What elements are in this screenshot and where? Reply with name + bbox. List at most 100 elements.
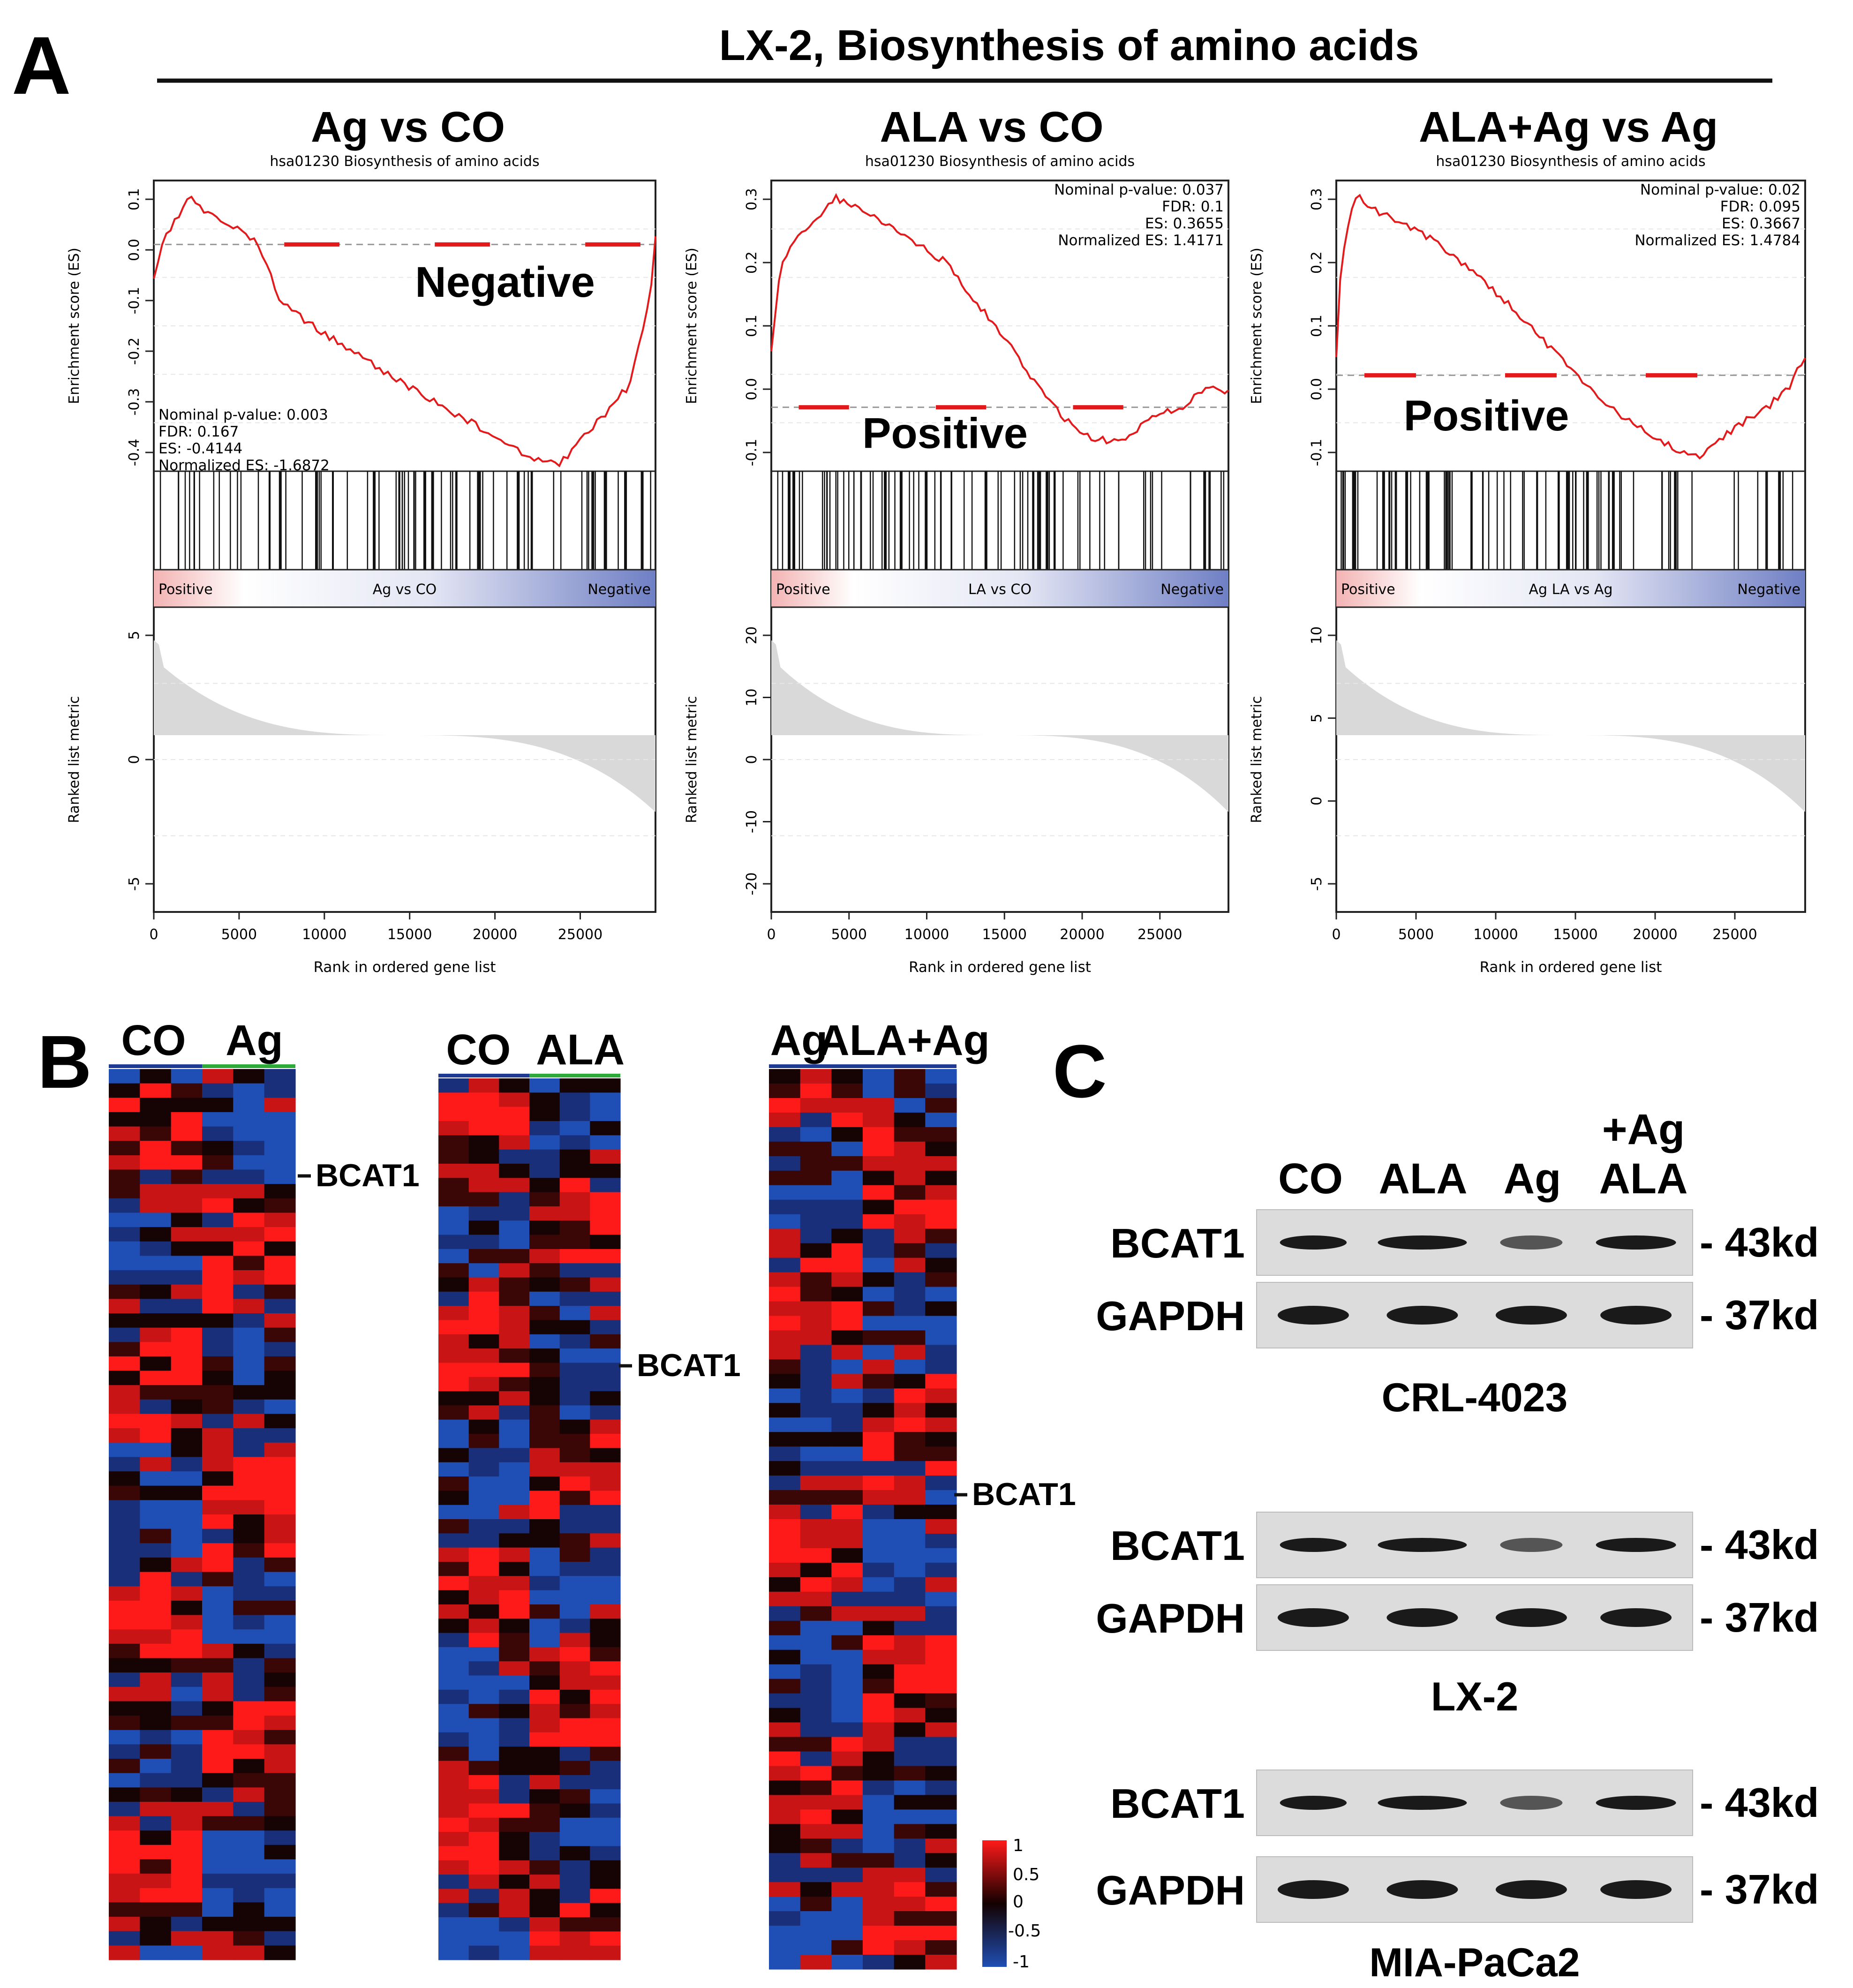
blot-band — [1280, 1538, 1347, 1552]
heatmap-cell — [499, 1832, 530, 1846]
heatmap-cell — [800, 1330, 832, 1345]
heatmap-cell — [529, 1377, 560, 1392]
heatmap-cell — [863, 1751, 895, 1767]
heatmap-cell — [559, 1817, 590, 1832]
heatmap-cell — [468, 1875, 499, 1889]
heatmap-cell — [590, 1633, 621, 1648]
heatmap-cell — [140, 1198, 172, 1213]
heatmap-cell — [894, 1272, 926, 1288]
heatmap-cell — [529, 1220, 560, 1235]
heatmap-cell — [140, 1327, 172, 1342]
heatmap-cell — [499, 1875, 530, 1889]
heatmap-cell — [529, 1078, 560, 1093]
heatmap-cell — [202, 1457, 234, 1472]
heatmap-cell — [590, 1533, 621, 1548]
heatmap-cell — [831, 1432, 863, 1447]
heatmap-cell — [769, 1708, 801, 1723]
heatmap-cell — [438, 1519, 469, 1534]
heatmap-cell — [264, 1845, 296, 1860]
heatmap-cell — [109, 1256, 140, 1271]
heatmap-cell — [109, 1414, 140, 1429]
heatmap-cell — [529, 1633, 560, 1648]
heatmap-cell — [264, 1744, 296, 1759]
heatmap-group2-bar — [529, 1074, 620, 1077]
heatmap-cell — [468, 1078, 499, 1093]
heatmap-cell — [529, 1875, 560, 1889]
heatmap-cell — [769, 1868, 801, 1883]
heatmap-cell — [559, 1604, 590, 1619]
heatmap-cell — [264, 1313, 296, 1328]
heatmap-cell — [800, 1606, 832, 1621]
heatmap-cell — [202, 1787, 234, 1802]
heatmap-cell — [171, 1212, 203, 1227]
heatmap-cell — [559, 1476, 590, 1491]
heatmap-cell — [171, 1256, 203, 1271]
heatmap-cell — [109, 1830, 140, 1845]
heatmap-cell — [894, 1882, 926, 1897]
heatmap-cell — [559, 1917, 590, 1932]
heatmap-cell — [800, 1359, 832, 1374]
heatmap-cell — [468, 1249, 499, 1264]
heatmap-cell — [264, 1600, 296, 1616]
heatmap-cell — [529, 1775, 560, 1790]
heatmap-cell — [831, 1751, 863, 1767]
blot-band — [1378, 1796, 1467, 1810]
ranked-metric-area — [1336, 640, 1805, 812]
heatmap-cell — [468, 1192, 499, 1207]
heatmap-cell — [109, 1543, 140, 1558]
heatmap-cell — [863, 1490, 895, 1505]
heatmap-cell — [202, 1687, 234, 1702]
heatmap-cell — [140, 1917, 172, 1932]
heatmap-cell — [140, 1227, 172, 1242]
es-ytick-label: 0.3 — [1309, 188, 1325, 211]
heatmap-cell — [202, 1672, 234, 1687]
heatmap-cell — [559, 1576, 590, 1591]
heatmap-cell — [925, 1345, 957, 1360]
heatmap-cell — [468, 1491, 499, 1506]
heatmap-cell — [202, 1414, 234, 1429]
blot-band — [1280, 1796, 1347, 1810]
heatmap-cell — [559, 1334, 590, 1349]
heatmap-cell — [109, 1572, 140, 1587]
heatmap-cell — [171, 1529, 203, 1544]
gene-label-bcat1: BCAT1 — [316, 1158, 420, 1193]
es-ytick-label: -0.4 — [126, 439, 143, 467]
heatmap-cell — [769, 1505, 801, 1520]
heatmap-cell — [863, 1591, 895, 1607]
heatmap-cell — [233, 1773, 265, 1788]
heatmap-cell — [590, 1832, 621, 1846]
heatmap-cell — [590, 1149, 621, 1164]
heatmap-cell — [769, 1882, 801, 1897]
heatmap-cell — [925, 1316, 957, 1331]
color-scale-min: -1 — [1013, 1952, 1030, 1972]
heatmap-cell — [468, 1121, 499, 1136]
heatmap-cell — [499, 1135, 530, 1150]
heatmap-cell — [894, 1780, 926, 1795]
heatmap-cell — [264, 1169, 296, 1184]
heatmap-cell — [863, 1141, 895, 1157]
heatmap-cell — [800, 1853, 832, 1868]
heatmap-cell — [894, 1737, 926, 1752]
blot-band — [1386, 1608, 1458, 1627]
mw-label: - 43kd — [1700, 1219, 1819, 1265]
heatmap-cell — [590, 1846, 621, 1861]
heatmap-cell — [863, 1359, 895, 1374]
blot-band — [1596, 1538, 1676, 1552]
heatmap-cell — [831, 1780, 863, 1795]
heatmap-cell — [529, 1206, 560, 1221]
heatmap-cell — [438, 1476, 469, 1491]
heatmap-cell — [499, 1505, 530, 1520]
heatmap-cell — [264, 1457, 296, 1472]
heatmap-cell — [233, 1629, 265, 1644]
heatmap-cell — [499, 1192, 530, 1207]
heatmap-cell — [529, 1306, 560, 1321]
heatmap-cell — [769, 1243, 801, 1258]
heatmap-cell — [438, 1718, 469, 1733]
heatmap-cell — [590, 1860, 621, 1875]
heatmap-cell — [529, 1704, 560, 1719]
heatmap-cell — [831, 1403, 863, 1418]
heatmap-cell — [863, 1228, 895, 1244]
heatmap-cell — [140, 1615, 172, 1630]
heatmap-cell — [800, 1534, 832, 1549]
heatmap-cell — [233, 1744, 265, 1759]
